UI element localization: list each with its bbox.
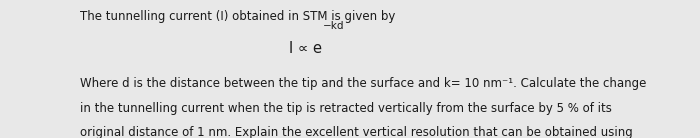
- Text: I ∝ e: I ∝ e: [289, 41, 322, 56]
- Text: The tunnelling current (I) obtained in STM is given by: The tunnelling current (I) obtained in S…: [80, 10, 396, 23]
- Text: Where d is the distance between the tip and the surface and k= 10 nm⁻¹. Calculat: Where d is the distance between the tip …: [80, 77, 647, 90]
- Text: −kd: −kd: [323, 21, 344, 31]
- Text: in the tunnelling current when the tip is retracted vertically from the surface : in the tunnelling current when the tip i…: [80, 102, 612, 115]
- Text: original distance of 1 nm. Explain the excellent vertical resolution that can be: original distance of 1 nm. Explain the e…: [80, 126, 634, 138]
